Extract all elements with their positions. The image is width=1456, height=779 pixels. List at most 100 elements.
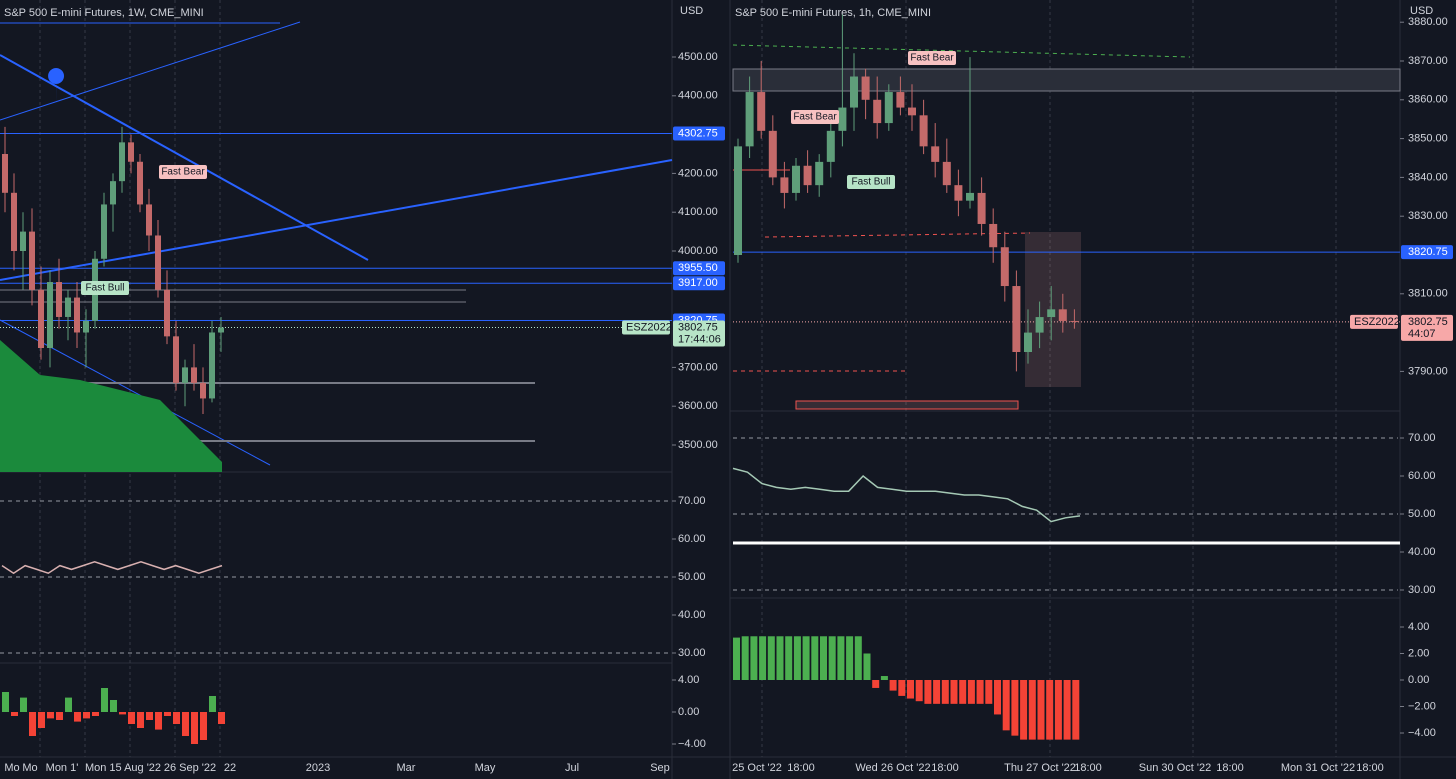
histogram-bar: [56, 712, 63, 720]
histogram-bar: [767, 636, 775, 680]
price-badge-label: 3955.50: [678, 262, 718, 274]
symbol-label: ESZ2022: [1354, 316, 1400, 328]
histogram-bar: [74, 712, 81, 722]
candle-body: [815, 161, 824, 186]
countdown: 44:07: [1408, 328, 1436, 340]
annotation-box: [791, 110, 839, 124]
oscillator-levels: [0, 437, 1400, 654]
histogram-bar: [976, 680, 984, 704]
countdown: 17:44:06: [678, 333, 721, 345]
price-tick-label: 3850.00: [1408, 133, 1448, 145]
histogram-bar: [863, 653, 871, 680]
candle-body: [20, 231, 26, 251]
candle-body: [792, 165, 800, 193]
candle-body: [966, 192, 974, 201]
histogram-bar: [785, 636, 793, 680]
candle-body: [2, 154, 8, 193]
candle-body: [757, 92, 766, 131]
histogram-bar: [1037, 680, 1045, 740]
time-label: Mo: [22, 762, 37, 774]
drawings: [0, 21, 1401, 472]
annotation-box: [847, 175, 895, 189]
candle-body: [209, 332, 215, 399]
price-tick-label: 3600.00: [678, 400, 718, 412]
histogram-bar: [92, 712, 99, 716]
histogram-bar: [880, 676, 888, 680]
price-tick-label: 3880.00: [1408, 16, 1448, 28]
annotation: Fast Bear: [910, 53, 954, 64]
oscillator-tick-label: 40.00: [1408, 546, 1436, 558]
oscillator-line: [1, 561, 223, 575]
histogram-bar: [898, 680, 906, 696]
time-label: 25 Oct '22: [732, 762, 782, 774]
histogram-bar: [741, 636, 749, 680]
candle-body: [155, 235, 161, 290]
histogram-bar: [65, 697, 72, 712]
price-tick-label: 3810.00: [1408, 288, 1448, 300]
histogram-bar: [915, 680, 923, 702]
time-label: 18:00: [787, 762, 815, 774]
histogram-bar: [2, 692, 9, 712]
candle-body: [38, 289, 44, 348]
histogram-tick-label: 0.00: [678, 706, 699, 718]
histogram-bar: [209, 696, 216, 712]
histogram-bar: [83, 712, 90, 719]
oscillator-tick-label: 30.00: [678, 647, 706, 659]
histogram-bar: [1063, 680, 1071, 740]
candle-body: [942, 161, 951, 186]
histogram-bar: [941, 680, 949, 704]
chart-title: S&P 500 E-mini Futures, 1h, CME_MINI: [735, 7, 931, 19]
price-tick-label: 4500.00: [678, 51, 718, 63]
histogram-bar: [933, 680, 941, 704]
candle-body: [146, 204, 152, 236]
price-tick-label: 3870.00: [1408, 55, 1448, 67]
candle-body: [200, 382, 206, 399]
candle-body: [977, 192, 986, 224]
candle-body: [873, 99, 882, 124]
histogram-bar: [1002, 680, 1010, 731]
candle-body: [954, 185, 963, 201]
time-label: 18:00: [1074, 762, 1102, 774]
last-price-badge: [1401, 314, 1453, 341]
candle-body: [191, 367, 197, 383]
candle-body: [908, 107, 916, 116]
histogram-bar: [872, 680, 880, 688]
histogram-bar: [137, 712, 144, 728]
candle-body: [1070, 320, 1079, 322]
annotation-box: [908, 51, 956, 65]
histogram-tick-label: 4.00: [678, 674, 699, 686]
price-badge-label: 3917.00: [678, 277, 718, 289]
histogram-bar: [200, 712, 207, 740]
price-badge-label: 3820.75: [1408, 246, 1448, 258]
candle-body: [11, 192, 17, 251]
candle-body: [838, 107, 847, 131]
candle-body: [119, 142, 125, 182]
oscillator-tick-label: 60.00: [678, 533, 706, 545]
histogram-tick-label: −4.00: [1408, 727, 1436, 739]
histogram-bar: [924, 680, 932, 704]
symbol-badge: [622, 320, 670, 335]
histogram-bar: [173, 712, 180, 724]
histogram-bar: [128, 712, 135, 724]
histogram-bar: [959, 680, 967, 704]
candle-body: [128, 142, 134, 162]
oscillator-tick-label: 70.00: [1408, 432, 1436, 444]
annotation: Fast Bear: [161, 167, 205, 178]
candle-body: [734, 146, 742, 255]
histogram-bar: [837, 636, 845, 680]
histogram-bar: [20, 697, 27, 712]
time-label: Mon 1': [46, 762, 79, 774]
candle-body: [1000, 247, 1009, 287]
candle-body: [56, 282, 62, 317]
histogram-bar: [828, 636, 836, 680]
histogram-bar: [1054, 680, 1062, 740]
symbol-badge: [1350, 314, 1398, 329]
time-label: May: [475, 762, 496, 774]
price-badge-label: 4302.75: [678, 127, 718, 139]
histogram-bar: [11, 712, 18, 716]
candle-body: [164, 289, 170, 337]
time-label: Mo: [4, 762, 19, 774]
histogram-bar: [119, 712, 126, 715]
